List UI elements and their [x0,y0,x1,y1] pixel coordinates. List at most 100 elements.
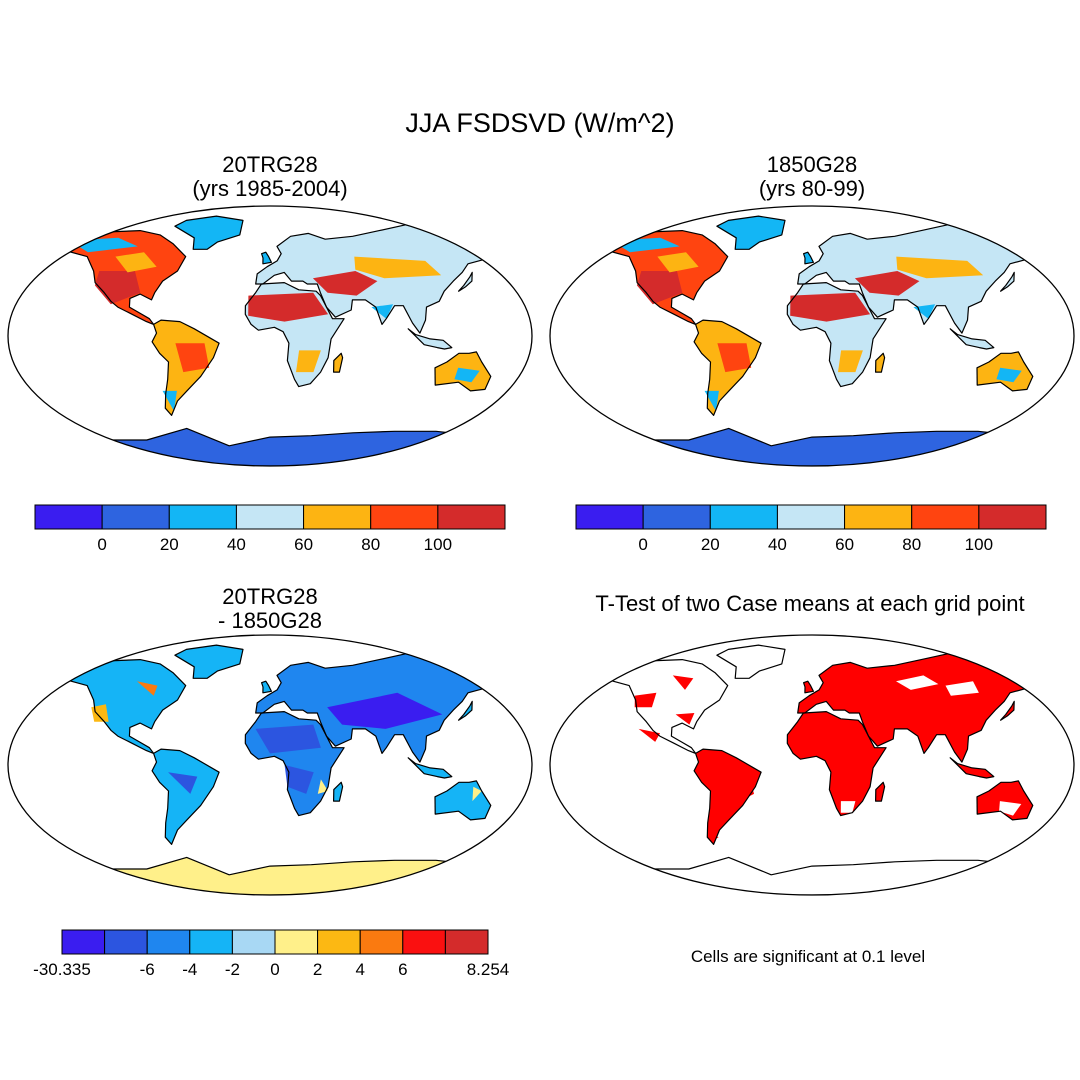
coastline-greenland [174,644,244,679]
coastline-uk [261,680,272,694]
world-map [549,634,1075,896]
value-patch [94,271,141,305]
value-patch [255,724,321,754]
coastline-uk [803,251,814,265]
panel-title-line2: (yrs 80-99) [759,176,865,201]
colorbar-tick-label: -4 [182,960,197,979]
coastline-japan [458,700,473,721]
coastline-africa [244,711,345,817]
colorbar-box [709,504,778,530]
world-map [7,634,533,896]
colorbar-box [61,929,106,955]
world-map [549,205,1075,467]
map-border [549,205,1075,467]
coastline-greenland [716,215,786,250]
panel-title-line1: 1850G28 [767,152,858,177]
land-fill-newzealand [1049,817,1067,832]
colorbar-box [317,929,361,955]
value-patch [248,292,329,322]
coastline-australia [434,351,492,392]
value-patch [91,704,109,722]
map-layer [21,644,526,895]
colorbar-tick-label: 20 [160,535,179,554]
colorbar-tick-label: 40 [227,535,246,554]
significant-cells [672,675,694,690]
coastline-eurasia [255,653,517,763]
panel-title-line2: - 1850G28 [218,608,322,633]
value-patch [454,367,480,383]
land-fill-greenland [174,645,243,679]
panel-20trg28: 20TRG28 (yrs 1985-2004) 0 20 40 60 80 100 [7,152,533,554]
coastline-uk [261,251,272,265]
value-patch [790,292,871,322]
figure-title: JJA FSDSVD (W/m^2) [405,108,674,138]
colorbar-tick-label: 100 [424,535,452,554]
land-fill-greenland [174,216,243,250]
significant-cells [634,692,657,708]
coastline-madagascar [333,352,344,373]
colorbar-tick-label: 20 [701,535,720,554]
non-significant-cells [945,681,979,696]
value-patch [996,367,1022,383]
coastline-australia [976,780,1034,821]
colorbar-box [844,504,913,530]
colorbar-box [235,504,305,530]
land-fill-antarctica [21,857,519,895]
coastline-australia [976,351,1034,392]
colorbar-box [189,929,233,955]
non-significant-cells [896,675,939,690]
land-fill-uk [803,252,814,264]
land-fill-greenland [716,645,785,679]
coastline-africa [786,711,887,817]
value-patch [175,343,210,373]
colorbar-tick-label: 0 [638,535,647,554]
land-fill-uk [261,681,272,693]
non-significant-cells [840,801,856,813]
colorbar-tick-label: 60 [835,535,854,554]
colorbar-tick-label: 80 [361,535,380,554]
value-patch [284,765,314,794]
value-patch [657,252,699,273]
colorbar-tick-label: 4 [355,960,364,979]
colorbar-box [359,929,404,955]
coastline-samerica [151,319,220,416]
value-patch [838,350,863,373]
map-layer [563,215,1068,466]
colorbar-box [978,504,1047,530]
value-patch [354,256,442,279]
land-fill-japan [458,701,473,721]
coastline-samerica [693,748,762,845]
land-fill-japan [1000,272,1015,292]
land-fill-eurasia [797,224,1059,334]
coastline-australia [434,780,492,821]
coastline-newzealand [506,816,526,832]
coastline-greenland [716,644,786,679]
land-fill-africa [787,711,887,816]
coastline-samerica [693,319,762,416]
land-fill-australia [977,780,1033,820]
coastline-namerica [581,230,729,325]
map-layer [21,215,526,466]
land-fill-antarctica [563,857,1061,895]
colorbar: -30.335 -6 -4 -2 0 2 4 6 8.254 [33,929,509,979]
colorbar-tick-label: -30.335 [33,960,91,979]
coastline-newzealand [1048,816,1068,832]
panel-title-line1: 20TRG28 [222,152,317,177]
coastline-japan [458,271,473,292]
coastline-eurasia [797,224,1059,334]
value-patch [137,681,158,696]
value-patch [636,271,683,305]
coastline-eurasia [255,224,517,334]
significant-cells [593,870,615,878]
coastline-madagascar [875,352,886,373]
coastline-africa [244,282,345,388]
colorbar-box [34,504,103,530]
colorbar-box [231,929,276,955]
map-border [549,634,1075,896]
colorbar-box [101,504,170,530]
significance-note: Cells are significant at 0.1 level [691,947,925,966]
coastline-madagascar [875,781,886,802]
colorbar-box [575,504,644,530]
panel-title-line2: (yrs 1985-2004) [192,176,347,201]
